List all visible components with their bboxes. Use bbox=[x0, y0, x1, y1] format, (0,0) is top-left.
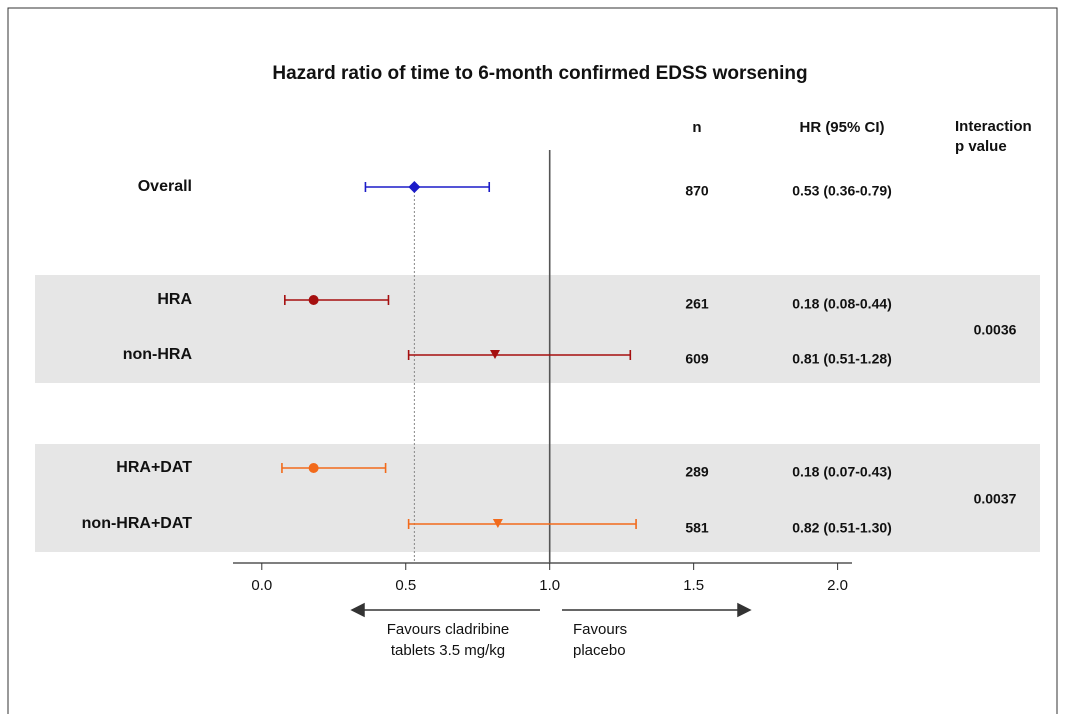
p-header: p value bbox=[955, 138, 1007, 155]
n-value: 261 bbox=[685, 296, 709, 312]
ci-bar bbox=[407, 519, 637, 529]
row-label: HRA bbox=[157, 291, 192, 308]
row-label: HRA+DAT bbox=[116, 459, 192, 476]
frame bbox=[7, 7, 1058, 714]
n-value: 581 bbox=[685, 520, 709, 536]
group-band bbox=[35, 275, 1040, 383]
ci-bar bbox=[364, 182, 491, 192]
hr-label: 0.53 (0.36-0.79) bbox=[792, 183, 892, 199]
point bbox=[308, 295, 319, 305]
annotation: placebo bbox=[573, 642, 626, 659]
hr-label: 0.81 (0.51-1.28) bbox=[792, 351, 892, 367]
annotation: Favours bbox=[573, 621, 627, 638]
group-band bbox=[35, 444, 1040, 552]
p-value: 0.0036 bbox=[974, 322, 1017, 338]
chart-title: Hazard ratio of time to 6-month confirme… bbox=[272, 63, 807, 84]
annotation: Favours cladribine bbox=[387, 621, 510, 638]
p-header: Interaction bbox=[955, 118, 1032, 135]
x-tick-label: 0.5 bbox=[395, 577, 416, 594]
p-value: 0.0037 bbox=[974, 491, 1017, 507]
arrow-right bbox=[562, 602, 752, 618]
n-value: 609 bbox=[685, 351, 709, 367]
row-label: non-HRA+DAT bbox=[82, 515, 193, 532]
hr-label: 0.82 (0.51-1.30) bbox=[792, 520, 892, 536]
ci-bar bbox=[407, 350, 632, 360]
row-label: Overall bbox=[138, 178, 192, 195]
point bbox=[489, 350, 500, 359]
point bbox=[492, 519, 503, 528]
annotation: tablets 3.5 mg/kg bbox=[391, 642, 505, 659]
n-value: 289 bbox=[685, 464, 709, 480]
ci-bar bbox=[284, 295, 390, 305]
point bbox=[408, 181, 421, 193]
x-tick-label: 2.0 bbox=[827, 577, 848, 594]
hr-header: HR (95% CI) bbox=[799, 119, 884, 136]
n-value: 870 bbox=[685, 183, 709, 199]
ci-bar bbox=[281, 463, 387, 473]
hr-label: 0.18 (0.07-0.43) bbox=[792, 464, 892, 480]
x-tick-label: 1.5 bbox=[683, 577, 704, 594]
plot-layer: 0.0 0.5 1.0 1.5 2.0 Overall 870 0.53 (0.36-0.79… bbox=[35, 150, 1040, 594]
arrow-left bbox=[350, 602, 540, 618]
point bbox=[308, 463, 319, 473]
hr-label: 0.18 (0.08-0.44) bbox=[792, 296, 892, 312]
n-header: n bbox=[692, 119, 701, 136]
x-tick-label: 1.0 bbox=[539, 577, 560, 594]
x-tick-label: 0.0 bbox=[251, 577, 272, 594]
row-label: non-HRA bbox=[123, 346, 193, 363]
